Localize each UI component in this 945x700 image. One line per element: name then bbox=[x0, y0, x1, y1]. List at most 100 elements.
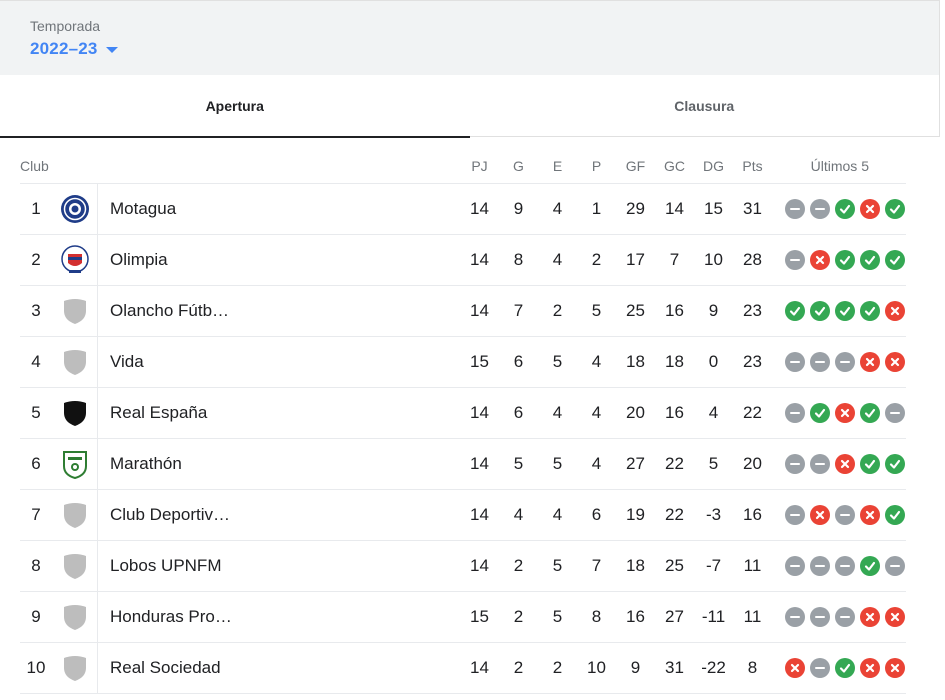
win-check-icon[interactable] bbox=[885, 250, 905, 270]
draw-icon[interactable] bbox=[785, 403, 805, 423]
table-row[interactable]: 2 Olimpia 14 8 4 2 17 7 10 28 bbox=[20, 234, 906, 286]
loss-x-icon[interactable] bbox=[885, 352, 905, 372]
loss-x-icon[interactable] bbox=[860, 607, 880, 627]
win-check-icon[interactable] bbox=[885, 505, 905, 525]
draw-icon[interactable] bbox=[835, 556, 855, 576]
header-p[interactable]: P bbox=[591, 157, 602, 174]
loss-x-icon[interactable] bbox=[885, 658, 905, 678]
draw-icon[interactable] bbox=[885, 403, 905, 423]
team-name[interactable]: Olancho Fútb… bbox=[110, 301, 230, 320]
stat-e: 5 bbox=[552, 556, 563, 575]
draw-icon[interactable] bbox=[810, 556, 830, 576]
draw-icon[interactable] bbox=[810, 454, 830, 474]
loss-x-icon[interactable] bbox=[860, 352, 880, 372]
loss-x-icon[interactable] bbox=[860, 505, 880, 525]
win-check-icon[interactable] bbox=[835, 199, 855, 219]
team-name[interactable]: Lobos UPNFM bbox=[110, 556, 222, 575]
draw-icon[interactable] bbox=[835, 607, 855, 627]
table-row[interactable]: 6 Marathón 14 5 5 4 27 22 5 20 bbox=[20, 438, 906, 490]
draw-icon[interactable] bbox=[835, 352, 855, 372]
draw-icon[interactable] bbox=[785, 199, 805, 219]
stat-dg: 10 bbox=[704, 250, 723, 269]
team-name[interactable]: Club Deportiv… bbox=[110, 505, 230, 524]
team-name[interactable]: Marathón bbox=[110, 454, 182, 473]
draw-icon[interactable] bbox=[810, 352, 830, 372]
stat-gc: 31 bbox=[665, 658, 684, 677]
team-name[interactable]: Real Sociedad bbox=[110, 658, 221, 677]
table-row[interactable]: 3 Olancho Fútb… 14 7 2 5 25 16 9 23 bbox=[20, 285, 906, 337]
table-row[interactable]: 4 Vida 15 6 5 4 18 18 0 23 bbox=[20, 336, 906, 388]
win-check-icon[interactable] bbox=[810, 403, 830, 423]
win-check-icon[interactable] bbox=[860, 454, 880, 474]
draw-icon[interactable] bbox=[810, 199, 830, 219]
table-row[interactable]: 10 Real Sociedad 14 2 2 10 9 31 -22 8 bbox=[20, 642, 906, 694]
header-dg[interactable]: DG bbox=[703, 157, 724, 174]
season-value[interactable]: 2022–23 bbox=[30, 39, 98, 58]
header-club[interactable]: Club bbox=[20, 157, 49, 174]
win-check-icon[interactable] bbox=[785, 301, 805, 321]
loss-x-icon[interactable] bbox=[835, 403, 855, 423]
win-check-icon[interactable] bbox=[835, 250, 855, 270]
stat-p: 5 bbox=[591, 301, 602, 320]
header-g[interactable]: G bbox=[513, 157, 524, 174]
header-pts[interactable]: Pts bbox=[742, 157, 763, 174]
draw-icon[interactable] bbox=[785, 352, 805, 372]
header-last5[interactable]: Últimos 5 bbox=[810, 157, 869, 174]
win-check-icon[interactable] bbox=[835, 658, 855, 678]
draw-icon[interactable] bbox=[785, 556, 805, 576]
win-check-icon[interactable] bbox=[885, 454, 905, 474]
loss-x-icon[interactable] bbox=[885, 607, 905, 627]
table-row[interactable]: 8 Lobos UPNFM 14 2 5 7 18 25 -7 11 bbox=[20, 540, 906, 592]
club-cell: 2 Olimpia bbox=[20, 234, 460, 286]
draw-icon[interactable] bbox=[885, 556, 905, 576]
loss-x-icon[interactable] bbox=[785, 658, 805, 678]
win-check-icon[interactable] bbox=[860, 403, 880, 423]
draw-icon[interactable] bbox=[835, 505, 855, 525]
win-check-icon[interactable] bbox=[835, 301, 855, 321]
tab-clausura[interactable]: Clausura bbox=[674, 98, 735, 114]
loss-x-icon[interactable] bbox=[835, 454, 855, 474]
table-row[interactable]: 5 Real España 14 6 4 4 20 16 4 22 bbox=[20, 387, 906, 439]
draw-icon[interactable] bbox=[785, 505, 805, 525]
loss-x-icon[interactable] bbox=[860, 658, 880, 678]
header-gc[interactable]: GC bbox=[664, 157, 685, 174]
loss-x-icon[interactable] bbox=[810, 250, 830, 270]
team-name[interactable]: Honduras Pro… bbox=[110, 607, 232, 626]
win-check-icon[interactable] bbox=[860, 301, 880, 321]
win-check-icon[interactable] bbox=[810, 301, 830, 321]
loss-x-icon[interactable] bbox=[810, 505, 830, 525]
draw-icon[interactable] bbox=[785, 607, 805, 627]
rank: 1 bbox=[31, 199, 41, 218]
table-row[interactable]: 9 Honduras Pro… 15 2 5 8 16 27 -11 11 bbox=[20, 591, 906, 643]
loss-x-icon[interactable] bbox=[860, 199, 880, 219]
team-name[interactable]: Olimpia bbox=[110, 250, 168, 269]
win-check-icon[interactable] bbox=[860, 250, 880, 270]
header-pj[interactable]: PJ bbox=[471, 157, 488, 174]
draw-icon[interactable] bbox=[785, 250, 805, 270]
header-gf[interactable]: GF bbox=[625, 157, 646, 174]
last5-results bbox=[772, 454, 905, 474]
win-check-icon[interactable] bbox=[860, 556, 880, 576]
win-check-icon[interactable] bbox=[885, 199, 905, 219]
draw-icon[interactable] bbox=[810, 658, 830, 678]
team-name[interactable]: Real España bbox=[110, 403, 208, 422]
caret-down-icon[interactable] bbox=[105, 47, 118, 53]
club-cell: 4 Vida bbox=[20, 336, 460, 388]
season-select[interactable]: 2022–23 bbox=[30, 39, 118, 59]
table-row[interactable]: 1 Motagua 14 9 4 1 29 14 15 31 bbox=[20, 183, 906, 235]
stat-gf: 27 bbox=[626, 454, 645, 473]
loss-x-icon[interactable] bbox=[885, 301, 905, 321]
table-row[interactable]: 7 Club Deportiv… 14 4 4 6 19 22 -3 16 bbox=[20, 489, 906, 541]
team-name[interactable]: Vida bbox=[110, 352, 144, 371]
stat-pts: 22 bbox=[743, 403, 762, 422]
team-crest-icon bbox=[52, 285, 98, 337]
tab-apertura[interactable]: Apertura bbox=[0, 75, 470, 138]
stat-dg: 15 bbox=[704, 199, 723, 218]
stat-pj: 14 bbox=[470, 505, 489, 524]
rank: 6 bbox=[31, 454, 41, 473]
header-e[interactable]: E bbox=[552, 157, 563, 174]
stat-g: 8 bbox=[513, 250, 524, 269]
draw-icon[interactable] bbox=[810, 607, 830, 627]
team-name[interactable]: Motagua bbox=[110, 199, 177, 218]
draw-icon[interactable] bbox=[785, 454, 805, 474]
